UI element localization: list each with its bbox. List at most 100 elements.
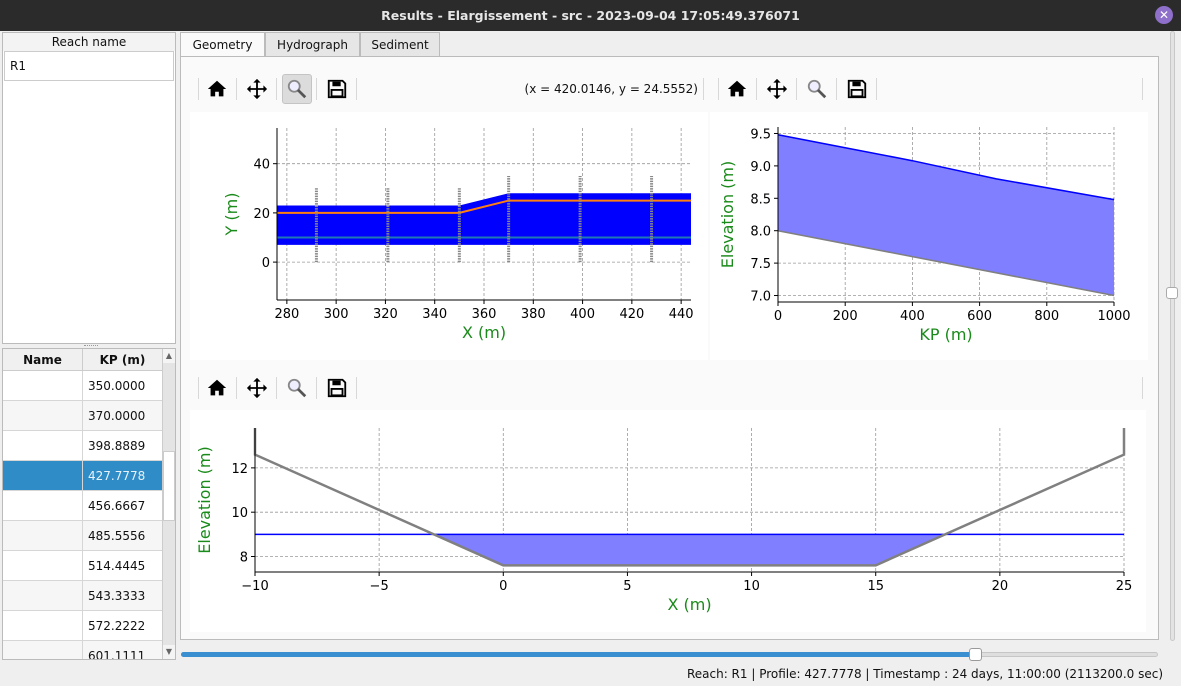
water-area (778, 134, 1114, 296)
cell-kp[interactable]: 514.4445 (88, 559, 146, 573)
x-tick-label: 380 (521, 307, 546, 322)
cell-name[interactable] (3, 401, 83, 431)
table-row[interactable]: 514.4445 (3, 551, 163, 581)
right-slider-track[interactable] (1170, 31, 1175, 641)
x-tick-label: 340 (422, 307, 447, 322)
save-icon (847, 79, 867, 99)
toolbar-separator (236, 78, 237, 100)
column-header-name[interactable]: Name (3, 349, 83, 371)
column-header-kp[interactable]: KP (m) (83, 349, 163, 371)
home-button[interactable] (202, 373, 232, 403)
x-tick-label: 200 (833, 309, 858, 324)
longitudinal-chart[interactable]: 0 200 400 600 800 1000 7.0 7.5 8.0 8.5 9.0 9.5 KP (m… (710, 112, 1148, 360)
zoom-button[interactable] (282, 373, 312, 403)
tab-geometry[interactable]: Geometry (180, 32, 265, 58)
home-button[interactable] (722, 74, 752, 104)
x-axis-label: KP (m) (919, 325, 972, 344)
move-button[interactable] (242, 74, 272, 104)
scroll-up-icon[interactable]: ▲ (163, 349, 175, 363)
cell-kp[interactable]: 456.6667 (88, 499, 146, 513)
x-axis-label: X (m) (667, 595, 711, 614)
x-axis-label: X (m) (462, 323, 506, 342)
profile-table: Name KP (m) 350.0000 370.0000 398.8889 427.… (2, 348, 176, 660)
save-button[interactable] (842, 74, 872, 104)
home-icon (207, 80, 227, 97)
move-button[interactable] (762, 74, 792, 104)
cell-name[interactable] (3, 491, 83, 521)
cell-name[interactable] (3, 461, 83, 491)
tab-sediment[interactable]: Sediment (360, 32, 440, 57)
timestamp-slider-handle[interactable] (969, 648, 983, 661)
cell-name[interactable] (3, 581, 83, 611)
chart-background (190, 410, 1146, 632)
cell-kp[interactable]: 572.2222 (88, 619, 146, 633)
zoom-button[interactable] (802, 74, 832, 104)
tab-hydrograph[interactable]: Hydrograph (265, 32, 360, 57)
toolbar-separator (276, 78, 277, 100)
y-tick-label: 7.0 (750, 290, 771, 305)
table-row[interactable]: 398.8889 (3, 431, 163, 461)
center-line (277, 199, 691, 214)
cell-kp[interactable]: 398.8889 (88, 439, 146, 453)
x-tick-label: −5 (370, 579, 389, 594)
toolbar-separator (718, 78, 719, 100)
zoom-button[interactable] (282, 74, 312, 104)
reach-item[interactable]: R1 (4, 51, 174, 81)
bed-line (777, 229, 1115, 297)
x-tick-label: 440 (669, 307, 694, 322)
zoom-icon (807, 79, 827, 99)
x-tick-label: 280 (274, 307, 299, 322)
home-icon (207, 379, 227, 396)
table-row[interactable]: 427.7778 (3, 461, 163, 491)
table-scrollbar[interactable]: ▲ ▼ (162, 349, 175, 659)
save-button[interactable] (322, 373, 352, 403)
close-icon[interactable]: ✕ (1155, 6, 1173, 24)
table-row[interactable]: 350.0000 (3, 371, 163, 401)
move-icon (766, 78, 788, 100)
home-button[interactable] (202, 74, 232, 104)
cell-kp[interactable]: 427.7778 (88, 469, 146, 483)
table-row[interactable]: 572.2222 (3, 611, 163, 641)
cell-name[interactable] (3, 521, 83, 551)
cell-kp[interactable]: 350.0000 (88, 379, 146, 393)
save-button[interactable] (322, 74, 352, 104)
scroll-handle[interactable] (163, 451, 175, 521)
x-tick-label: 25 (1116, 579, 1133, 594)
toolbar-separator (276, 377, 277, 399)
plot-toolbar-cross-section (198, 369, 1148, 405)
planform-chart[interactable]: 280 300 320 340 360 380 400 420 440 0 20 40 X (m) Y (… (190, 112, 708, 360)
zoom-icon (287, 79, 307, 99)
y-tick-label: 8.5 (750, 192, 771, 207)
toolbar-separator (876, 78, 877, 100)
cell-name[interactable] (3, 611, 83, 641)
table-row[interactable]: 370.0000 (3, 401, 163, 431)
cell-kp[interactable]: 485.5556 (88, 529, 146, 543)
zoom-icon (287, 378, 307, 398)
y-tick-label: 0 (262, 256, 270, 271)
table-row[interactable]: 601.1111 (3, 641, 163, 660)
right-slider-handle[interactable] (1166, 287, 1178, 299)
window-title: Results - Elargissement - src - 2023-09-… (381, 8, 800, 23)
cursor-coordinates: (x = 420.0146, y = 24.5552) (524, 82, 698, 96)
y-tick-label: 20 (253, 207, 270, 222)
table-row[interactable]: 485.5556 (3, 521, 163, 551)
toolbar-separator (796, 78, 797, 100)
cell-kp[interactable]: 543.3333 (88, 589, 146, 603)
y-tick-label: 8.0 (750, 225, 771, 240)
cross-section-chart[interactable]: −10 −5 0 5 10 15 20 25 8 10 12 X (m) Elevation (m) (190, 410, 1146, 632)
splitter-handle[interactable] (84, 345, 98, 348)
cell-name[interactable] (3, 551, 83, 581)
move-button[interactable] (242, 373, 272, 403)
cell-name[interactable] (3, 431, 83, 461)
cell-kp[interactable]: 601.1111 (88, 649, 146, 660)
cell-name[interactable] (3, 371, 83, 401)
x-tick-label: 320 (373, 307, 398, 322)
x-tick-label: 400 (570, 307, 595, 322)
table-row[interactable]: 456.6667 (3, 491, 163, 521)
move-icon (246, 78, 268, 100)
cell-name[interactable] (3, 641, 83, 659)
scroll-down-icon[interactable]: ▼ (163, 645, 175, 659)
x-tick-label: 420 (619, 307, 644, 322)
cell-kp[interactable]: 370.0000 (88, 409, 146, 423)
table-row[interactable]: 543.3333 (3, 581, 163, 611)
